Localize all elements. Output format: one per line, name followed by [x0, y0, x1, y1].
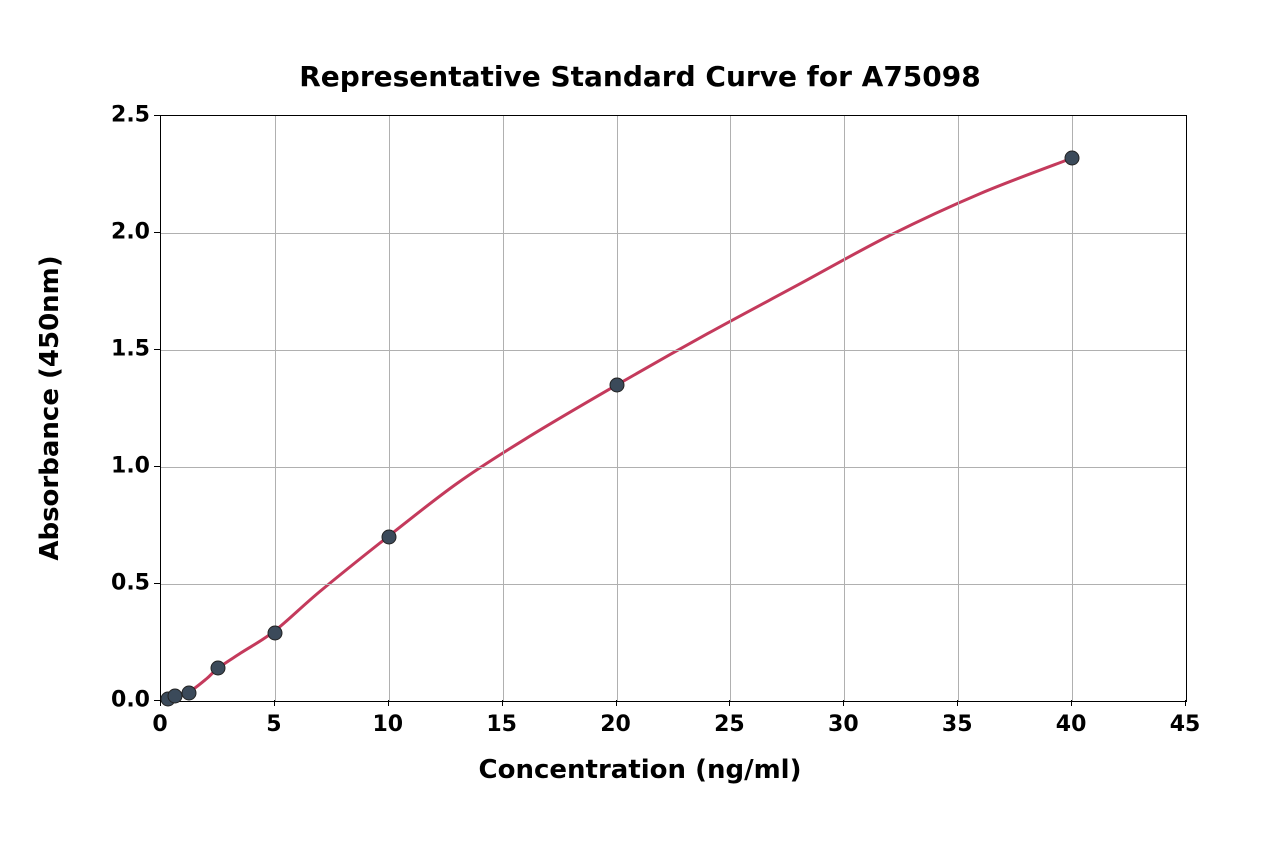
x-axis-label: Concentration (ng/ml) [0, 755, 1280, 785]
grid-line-vertical [958, 116, 959, 701]
data-marker [182, 685, 197, 700]
x-tick-label: 25 [714, 712, 745, 737]
y-tick [154, 232, 160, 233]
x-tick [1185, 700, 1186, 706]
y-tick-label: 2.5 [110, 103, 150, 128]
y-tick [154, 115, 160, 116]
grid-line-horizontal [161, 233, 1186, 234]
x-tick [274, 700, 275, 706]
grid-line-horizontal [161, 584, 1186, 585]
x-tick [616, 700, 617, 706]
chart-title: Representative Standard Curve for A75098 [0, 60, 1280, 93]
figure: Representative Standard Curve for A75098… [0, 0, 1280, 845]
y-tick [154, 583, 160, 584]
x-tick-label: 0 [152, 712, 167, 737]
x-tick-label: 20 [600, 712, 631, 737]
y-tick-label: 1.0 [110, 454, 150, 479]
x-tick-label: 45 [1170, 712, 1201, 737]
data-marker [210, 661, 225, 676]
y-tick-label: 2.0 [110, 220, 150, 245]
x-tick [160, 700, 161, 706]
y-tick [154, 466, 160, 467]
x-tick [843, 700, 844, 706]
data-marker [381, 530, 396, 545]
grid-line-vertical [275, 116, 276, 701]
grid-line-vertical [617, 116, 618, 701]
x-tick [729, 700, 730, 706]
grid-line-vertical [730, 116, 731, 701]
y-axis-label: Absorbance (450nm) [35, 255, 65, 560]
y-tick [154, 349, 160, 350]
x-tick [957, 700, 958, 706]
y-tick-label: 0.0 [110, 688, 150, 713]
x-tick-label: 10 [372, 712, 403, 737]
x-tick-label: 15 [486, 712, 517, 737]
x-tick [1071, 700, 1072, 706]
grid-line-vertical [503, 116, 504, 701]
y-tick [154, 700, 160, 701]
curve-path [166, 158, 1073, 700]
y-tick-label: 0.5 [110, 571, 150, 596]
plot-area [160, 115, 1187, 702]
grid-line-vertical [1072, 116, 1073, 701]
grid-line-vertical [844, 116, 845, 701]
fitted-curve [161, 116, 1186, 701]
grid-line-horizontal [161, 467, 1186, 468]
data-marker [168, 689, 183, 704]
x-tick-label: 40 [1056, 712, 1087, 737]
x-tick [502, 700, 503, 706]
x-tick [388, 700, 389, 706]
data-marker [267, 626, 282, 641]
grid-line-vertical [389, 116, 390, 701]
y-tick-label: 1.5 [110, 337, 150, 362]
x-tick-label: 35 [942, 712, 973, 737]
data-marker [609, 378, 624, 393]
data-marker [1065, 151, 1080, 166]
grid-line-horizontal [161, 350, 1186, 351]
x-tick-label: 5 [266, 712, 281, 737]
x-tick-label: 30 [828, 712, 859, 737]
